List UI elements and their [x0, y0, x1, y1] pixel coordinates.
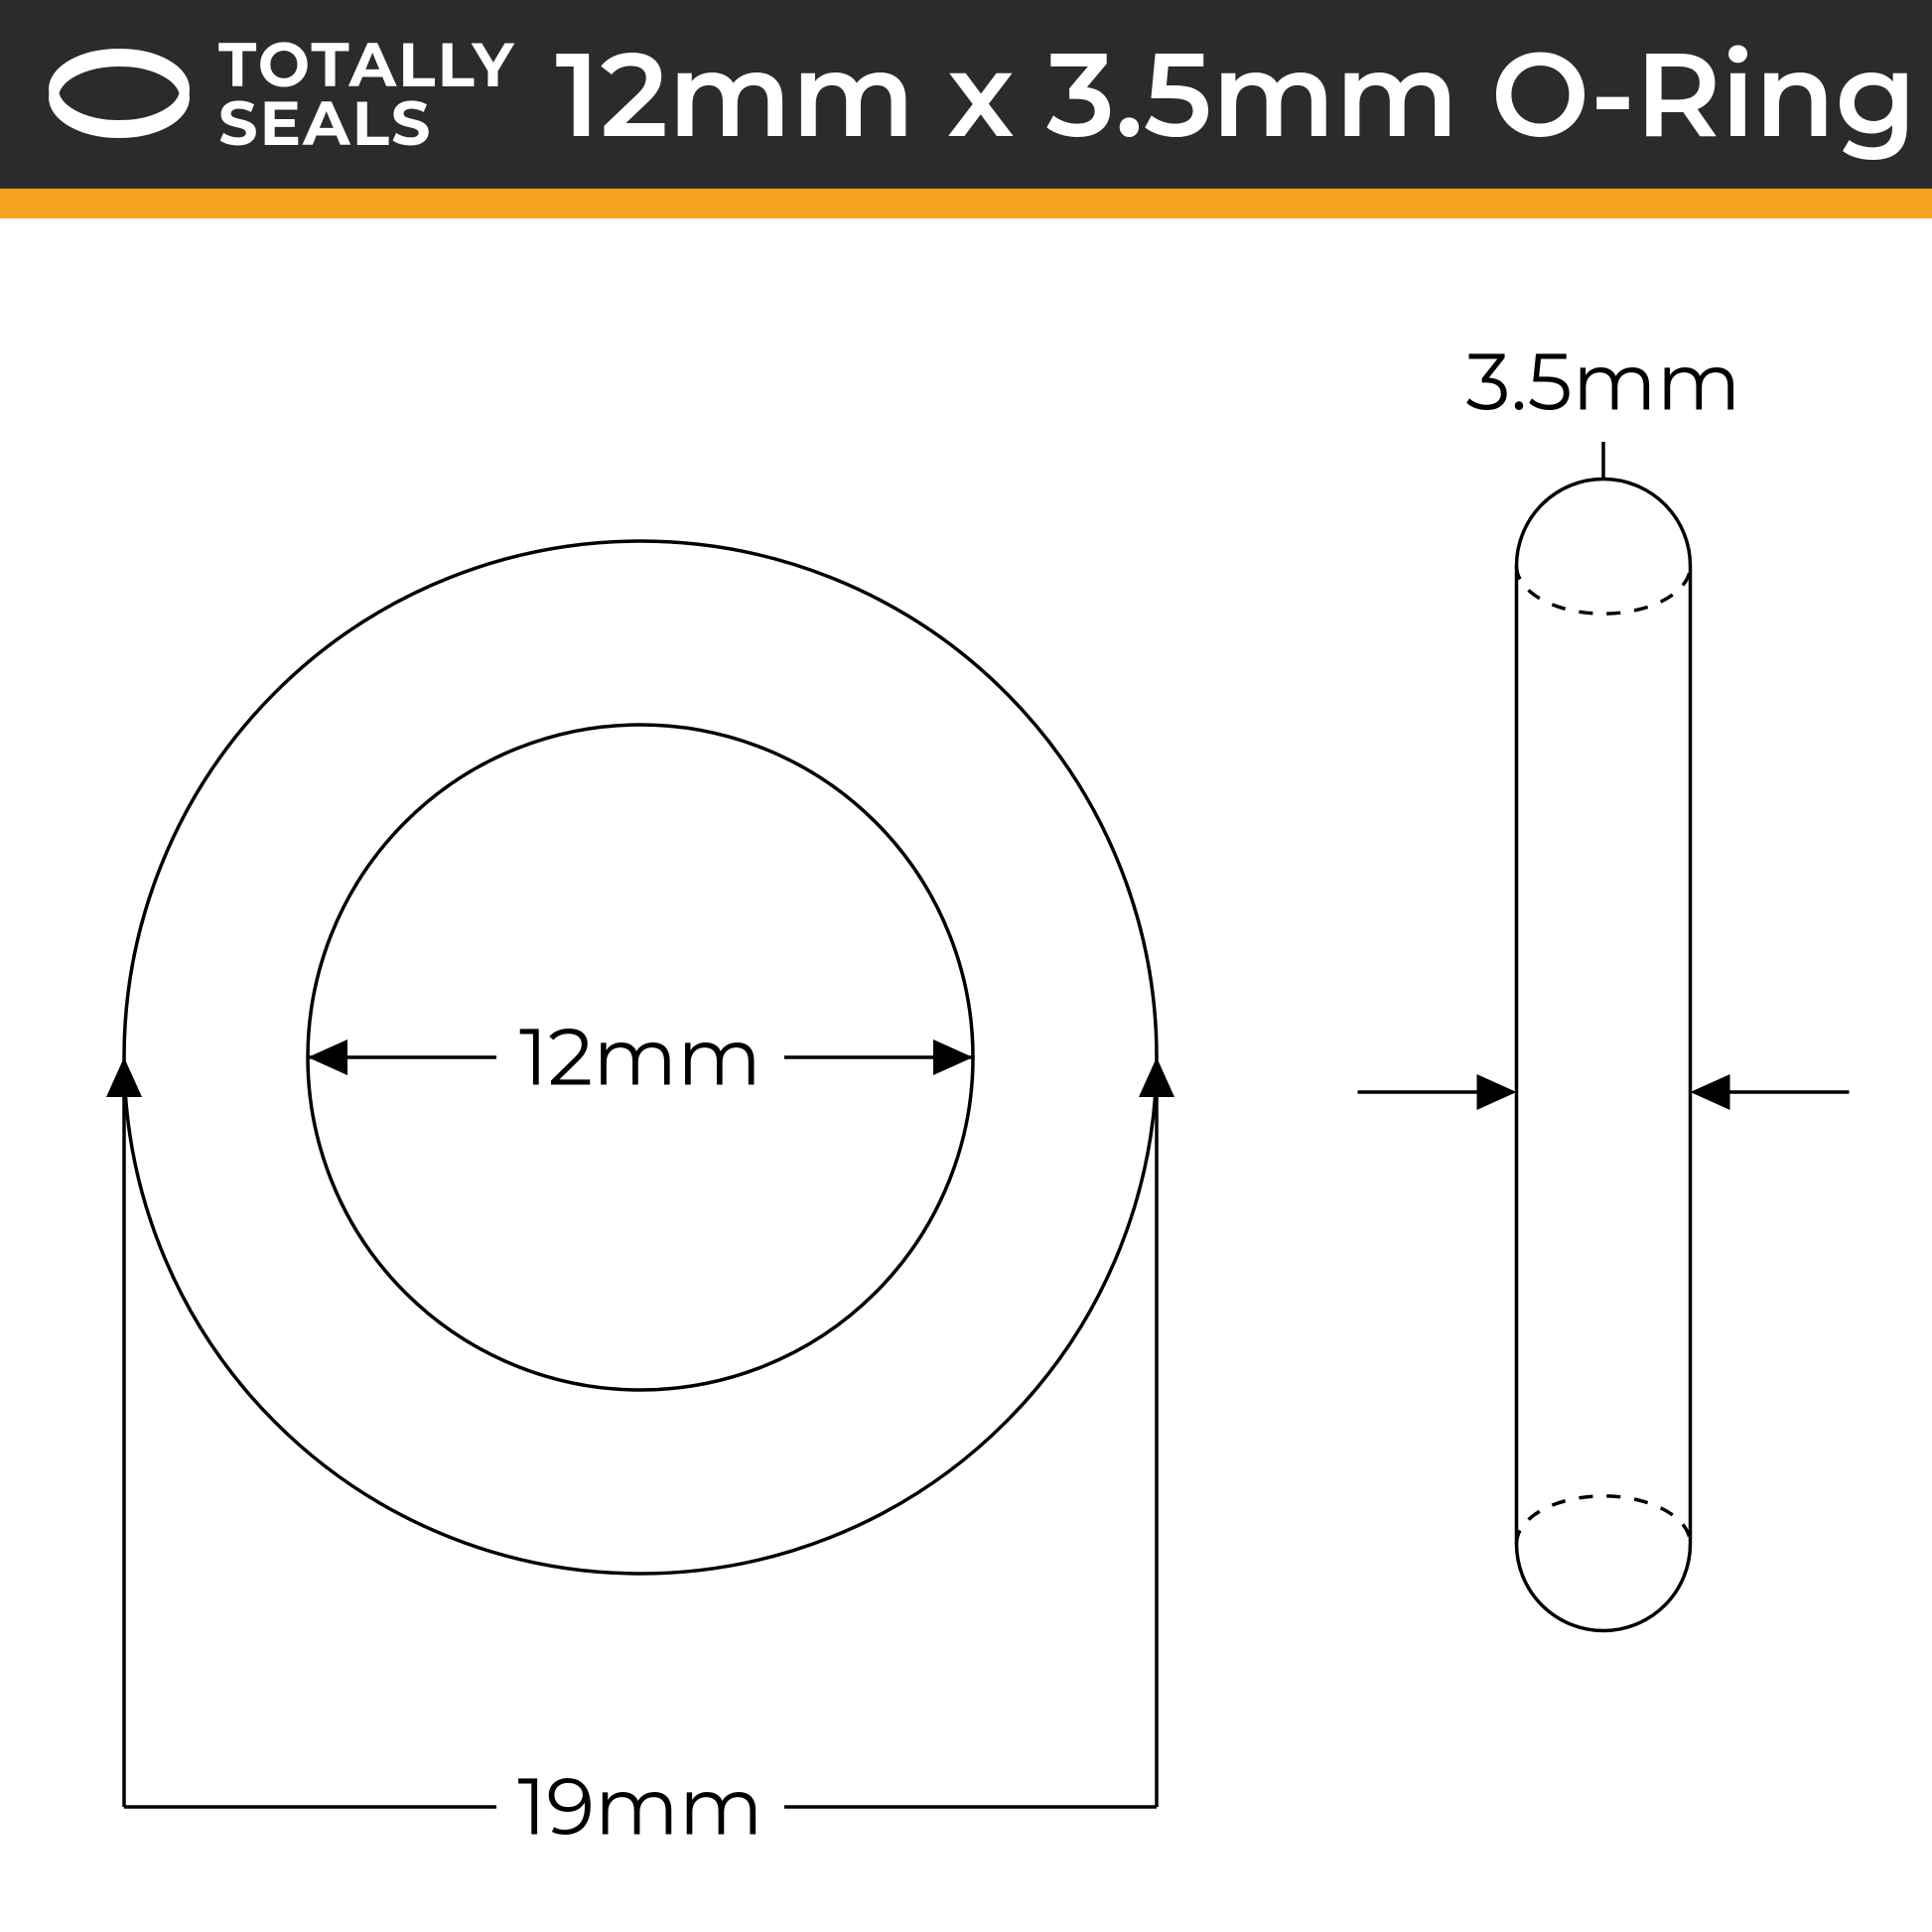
- accent-bar: [0, 189, 1932, 218]
- brand-text: TOTALLY SEALS: [218, 36, 515, 153]
- brand-line-2: SEALS: [218, 94, 515, 153]
- logo-ring-icon: [40, 35, 199, 154]
- product-title: 12mm x 3.5mm O-Ring: [555, 23, 1916, 166]
- cross-section-label: 3.5mm: [1465, 335, 1740, 431]
- header-bar: TOTALLY SEALS 12mm x 3.5mm O-Ring: [0, 0, 1932, 189]
- technical-drawing: [0, 218, 1932, 1932]
- inner-diameter-label: 12mm: [519, 1010, 761, 1106]
- outer-diameter-label: 19mm: [517, 1759, 762, 1856]
- brand-logo: TOTALLY SEALS: [40, 35, 515, 154]
